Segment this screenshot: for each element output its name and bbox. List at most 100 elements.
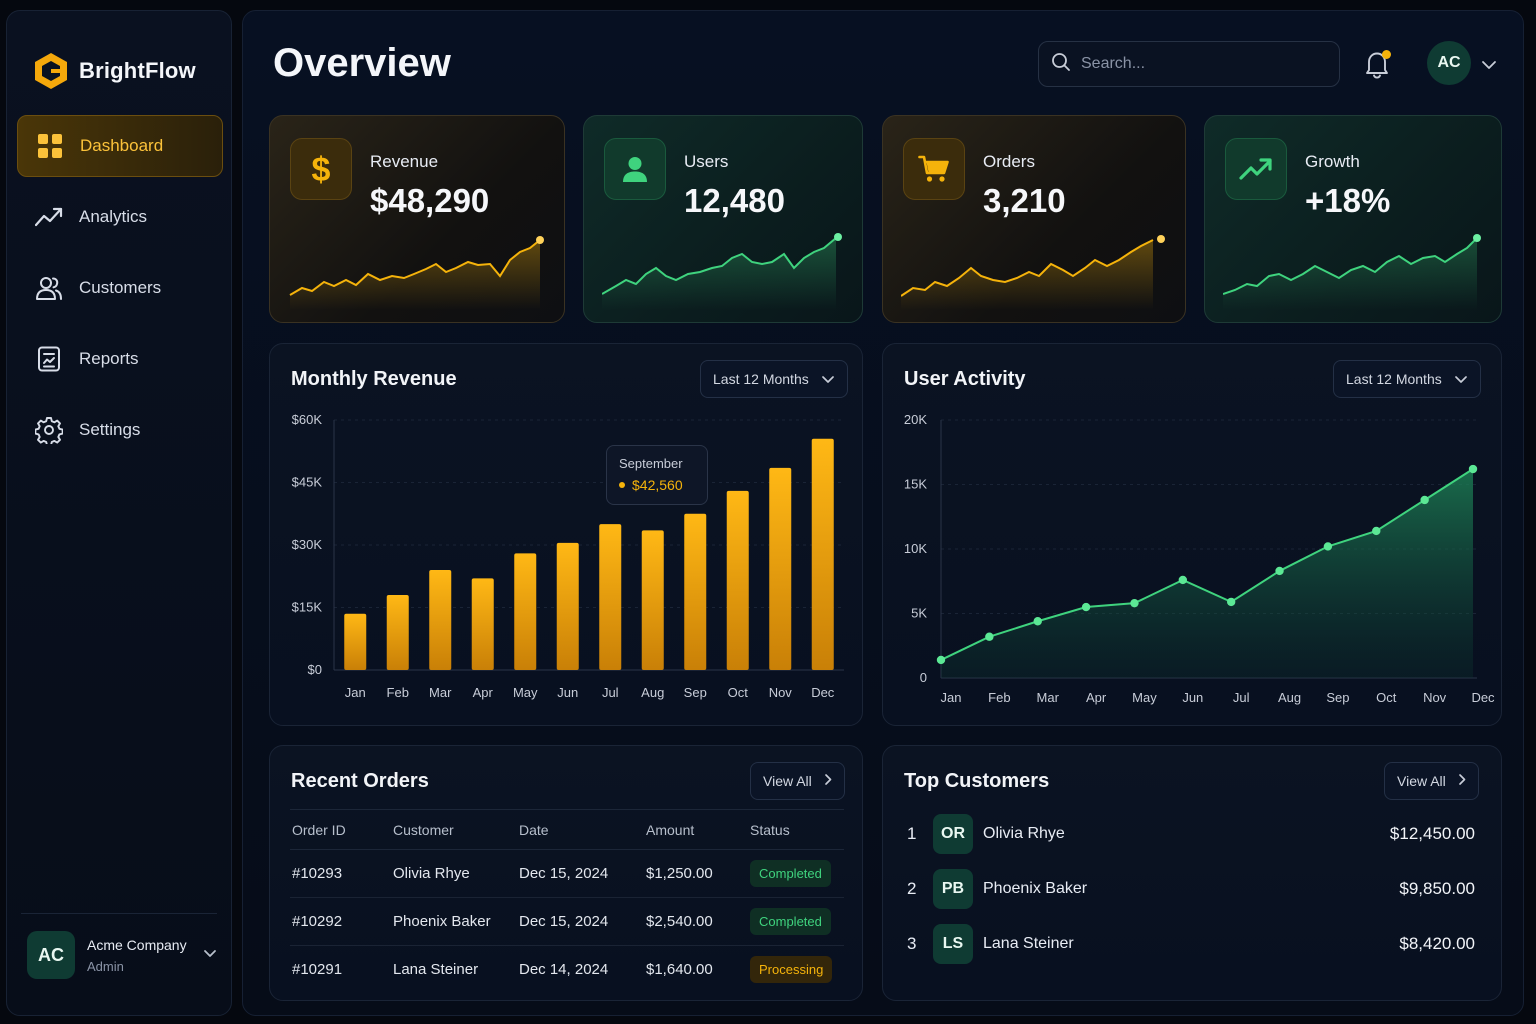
- x-tick-label: Oct: [728, 685, 749, 700]
- chevron-right-icon: [824, 773, 832, 789]
- kpi-label: Orders: [983, 152, 1035, 171]
- customer-row[interactable]: 2 PB Phoenix Baker $9,850.00: [903, 867, 1475, 911]
- bell-icon: [1366, 52, 1388, 79]
- status-badge: Completed: [750, 908, 831, 935]
- search-box[interactable]: [1038, 41, 1340, 87]
- data-point: [1420, 495, 1429, 505]
- area-fill: [941, 469, 1473, 678]
- panel-title: Top Customers: [904, 770, 1050, 792]
- panel-title: User Activity: [904, 368, 1026, 390]
- monthly-revenue-chart: $0 $15K $30K $45K $60K Jan Feb Mar Apr May Jun Jul A…: [292, 412, 844, 700]
- bar: [344, 613, 367, 670]
- order-customer: Olivia Rhye: [391, 849, 517, 898]
- tooltip-month: September: [619, 456, 683, 471]
- chevron-down-icon[interactable]: [1481, 57, 1497, 75]
- kpi-card-growth[interactable]: Growth +18%: [1204, 115, 1502, 323]
- chevron-right-icon: [1458, 773, 1466, 789]
- user-activity-chart: 0 5K 10K 15K 20K Jan Feb Mar Apr May Jun Jul Aug Sep O…: [904, 412, 1495, 705]
- sidebar-item-label: Customers: [79, 278, 162, 297]
- kpi-card-users[interactable]: Users 12,480: [583, 115, 863, 323]
- growth-sparkline: [1223, 234, 1481, 310]
- sidebar-divider: [21, 913, 217, 914]
- sidebar-item-customers[interactable]: Customers: [17, 257, 223, 319]
- order-id: #10293: [290, 849, 391, 898]
- report-icon: [35, 345, 63, 373]
- sidebar-item-dashboard[interactable]: Dashboard: [17, 115, 223, 177]
- order-customer: Lana Steiner: [393, 961, 479, 979]
- customer-rank: 1: [907, 824, 917, 843]
- table-row[interactable]: #10293 Olivia Rhye Dec 15, 2024 $1,250.0…: [290, 849, 844, 898]
- y-tick-label: $60K: [292, 412, 323, 427]
- y-tick-label: $30K: [292, 537, 323, 552]
- column-header: Amount: [644, 809, 748, 850]
- data-point: [1033, 617, 1042, 626]
- order-id: #10291: [292, 961, 343, 979]
- brand-name: BrightFlow: [79, 58, 196, 83]
- dollar-icon: $: [290, 138, 352, 200]
- kpi-value: 12,480: [684, 182, 785, 219]
- orders-table: Order ID Customer Date Amount Status #10…: [290, 809, 844, 994]
- sidebar-item-reports[interactable]: Reports: [17, 328, 223, 390]
- bar: [556, 542, 579, 670]
- order-date: Dec 15, 2024: [517, 897, 644, 946]
- y-tick-label: 5K: [911, 606, 927, 621]
- sidebar-item-label: Analytics: [79, 207, 148, 226]
- customer-name: Lana Steiner: [983, 935, 1074, 952]
- table-header-row: Order ID Customer Date Amount Status: [290, 809, 844, 850]
- trend-up-icon: [1225, 138, 1287, 200]
- status-badge: Completed: [750, 860, 831, 887]
- view-all-label: View All: [1397, 773, 1446, 789]
- customer-amount: $12,450.00: [1389, 824, 1475, 843]
- sidebar-item-label: Reports: [79, 349, 139, 368]
- column-header: Order ID: [290, 809, 391, 850]
- sidebar-item-settings[interactable]: Settings: [17, 399, 223, 461]
- table-row[interactable]: #10291 Lana Steiner Dec 14, 2024 $1,640.…: [290, 946, 844, 994]
- order-amount: $2,540.00: [644, 897, 748, 946]
- brightflow-logo-icon: [35, 53, 67, 89]
- y-tick-label: 15K: [904, 477, 927, 492]
- customer-row[interactable]: 3 LS Lana Steiner $8,420.00: [903, 922, 1475, 966]
- account-role: Admin: [87, 958, 124, 974]
- data-point: [985, 632, 994, 641]
- view-all-customers-button[interactable]: View All: [1384, 762, 1479, 800]
- data-point: [936, 655, 946, 665]
- order-id: #10292: [290, 897, 391, 946]
- x-tick-label: Jul: [1233, 690, 1250, 705]
- kpi-card-revenue[interactable]: $ Revenue $48,290: [269, 115, 565, 323]
- bar: [599, 524, 622, 670]
- notification-badge: [1382, 50, 1391, 59]
- account-switcher[interactable]: AC Acme Company Admin: [27, 929, 217, 981]
- chevron-down-icon: [203, 946, 217, 964]
- x-tick-label: May: [513, 685, 538, 700]
- customer-name: Phoenix Baker: [983, 880, 1088, 897]
- account-avatar: AC: [27, 931, 75, 979]
- brand[interactable]: BrightFlow: [33, 51, 196, 91]
- kpi-value: 3,210: [983, 182, 1066, 219]
- y-tick-label: 0: [920, 670, 927, 685]
- user-activity-panel: User Activity Last 12 Months 0 5K 10K 15K 20…: [882, 343, 1502, 726]
- activity-range-dropdown[interactable]: Last 12 Months: [1333, 360, 1481, 398]
- x-tick-label: Feb: [387, 685, 409, 700]
- data-point: [1323, 542, 1333, 551]
- data-point: [1372, 526, 1381, 536]
- column-header: Customer: [391, 809, 517, 850]
- x-tick-label: Jun: [1182, 690, 1203, 705]
- customer-amount: $9,850.00: [1399, 879, 1475, 898]
- sidebar-item-analytics[interactable]: Analytics: [17, 186, 223, 248]
- search-input[interactable]: [1081, 55, 1321, 73]
- customer-row[interactable]: 1 OR Olivia Rhye $12,450.00: [903, 812, 1475, 856]
- user-icon: [604, 138, 666, 200]
- customer-rank: 2: [907, 879, 917, 898]
- revenue-range-dropdown[interactable]: Last 12 Months: [700, 360, 848, 398]
- kpi-card-orders[interactable]: Orders 3,210: [882, 115, 1186, 323]
- view-all-label: View All: [763, 773, 812, 789]
- view-all-orders-button[interactable]: View All: [750, 762, 845, 800]
- order-date: Dec 14, 2024: [519, 961, 609, 979]
- customer-avatar: OR: [933, 814, 973, 854]
- table-row[interactable]: #10292 Phoenix Baker Dec 15, 2024 $2,540…: [290, 897, 844, 946]
- kpi-label: Users: [684, 152, 729, 171]
- user-avatar[interactable]: AC: [1427, 41, 1471, 85]
- range-label: Last 12 Months: [1346, 371, 1442, 387]
- cart-icon: [903, 138, 965, 200]
- notifications-button[interactable]: [1363, 49, 1393, 79]
